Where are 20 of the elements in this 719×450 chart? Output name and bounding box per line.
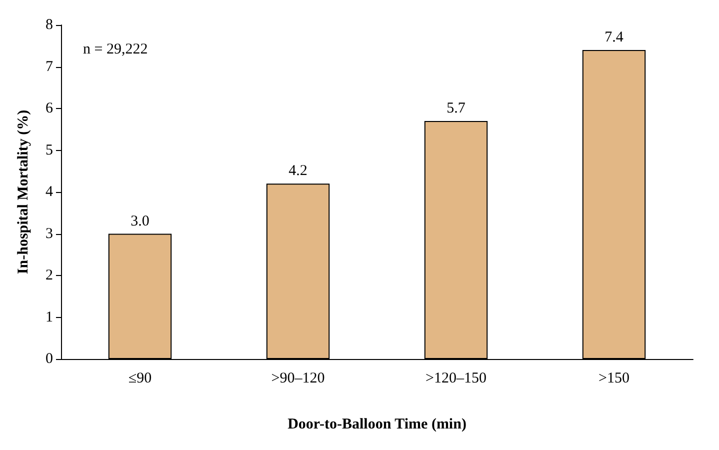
x-tick-label: >120–150	[426, 370, 486, 386]
x-tick-label: ≤90	[128, 370, 152, 386]
x-tick-label: >90–120	[271, 370, 325, 386]
y-tick-label: 1	[46, 309, 53, 326]
y-tick-label: 2	[46, 268, 53, 284]
data-label: 7.4	[604, 30, 624, 46]
x-tick-label: >150	[598, 370, 630, 386]
x-axis-title: Door-to-Balloon Time (min)	[288, 416, 466, 432]
data-label: 3.0	[130, 213, 150, 230]
y-tick-label: 0	[46, 351, 53, 367]
annotation: n = 29,222	[83, 42, 148, 58]
data-label: 4.2	[288, 163, 308, 180]
data-label: 5.7	[446, 100, 466, 117]
y-tick-label: 6	[46, 100, 54, 116]
y-tick-label: 3	[46, 226, 53, 242]
y-tick-label: 8	[46, 17, 53, 33]
y-tick-label: 4	[46, 184, 54, 200]
y-axis-title: In-hospital Mortality (%)	[16, 110, 32, 274]
y-tick-label: 5	[46, 142, 53, 158]
y-tick-label: 7	[46, 58, 54, 75]
